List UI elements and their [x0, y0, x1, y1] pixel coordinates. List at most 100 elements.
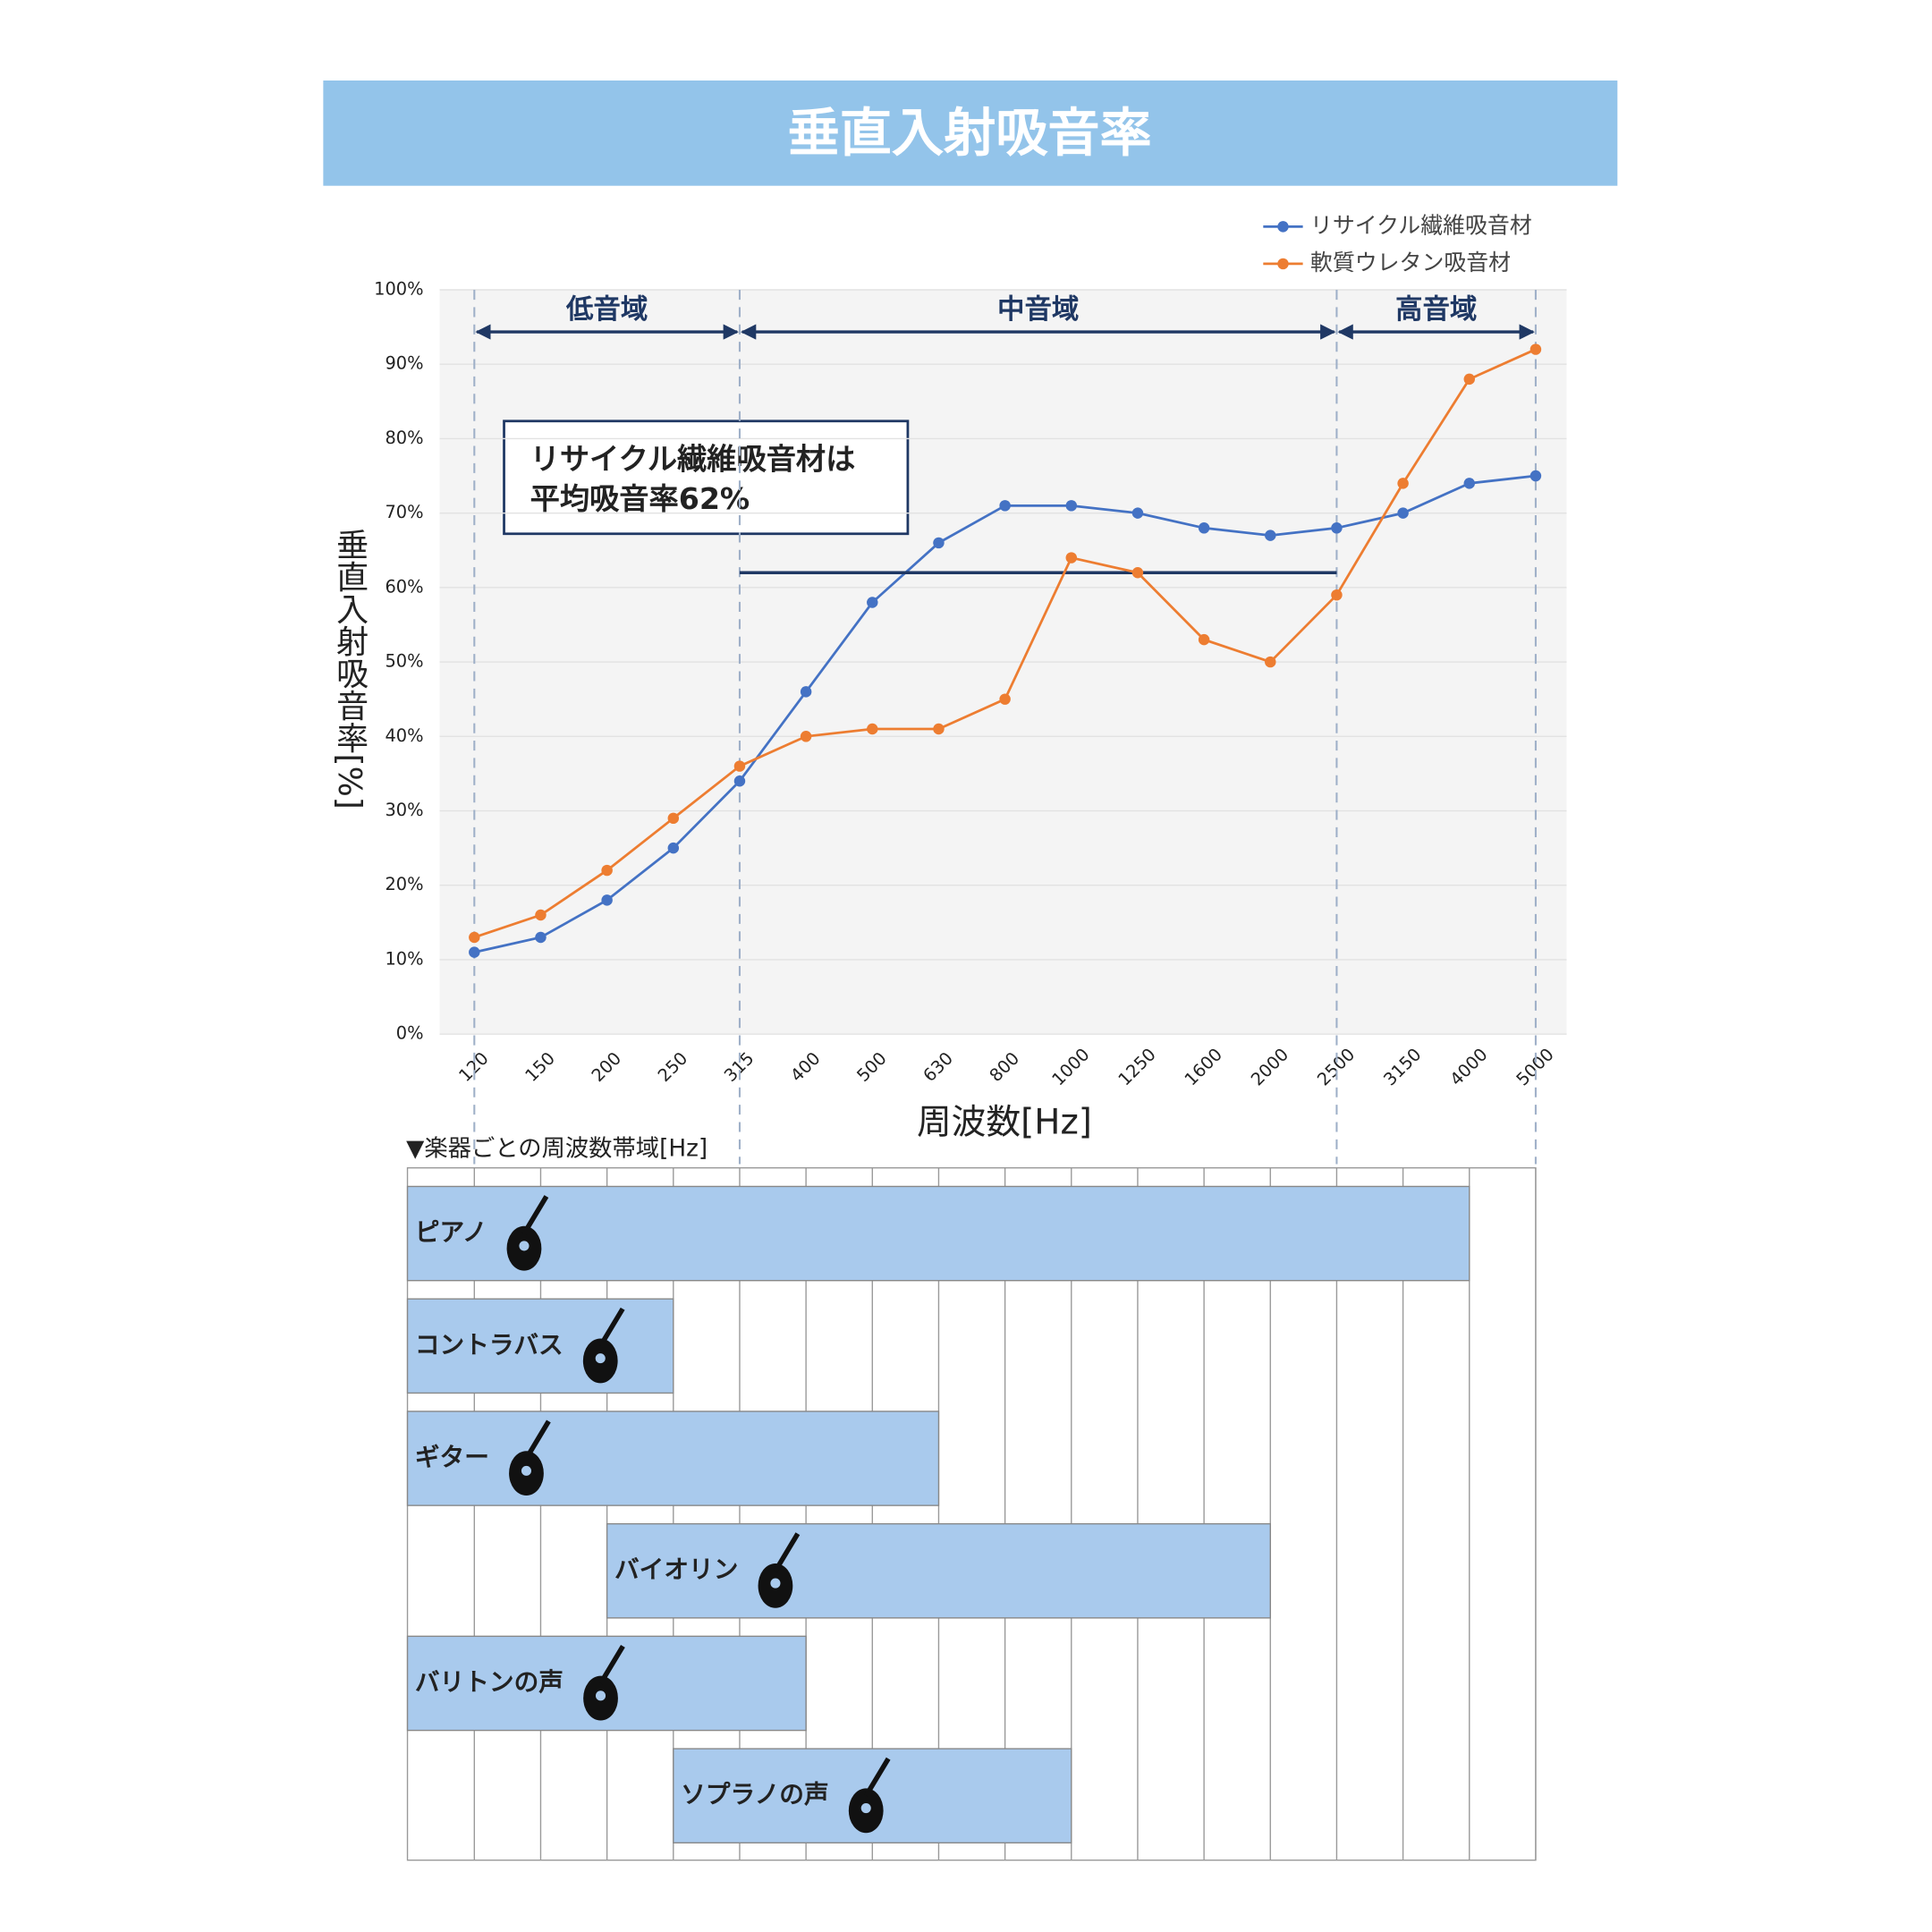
data-point: [1397, 507, 1409, 519]
x-tick-label: 4000: [1445, 1044, 1491, 1089]
region-label: 中音域: [997, 294, 1079, 326]
y-tick-label: 20%: [385, 874, 423, 894]
data-point: [1331, 522, 1343, 534]
instrument-icon: [848, 1757, 891, 1834]
data-point: [999, 693, 1011, 705]
icon-neck: [524, 1419, 551, 1460]
instrument-label: コントラバス: [415, 1330, 564, 1360]
x-tick-label: 800: [986, 1048, 1023, 1086]
data-point: [867, 597, 878, 608]
data-point: [933, 723, 945, 735]
instrument-icon: [583, 1645, 625, 1721]
icon-neck: [863, 1757, 891, 1798]
title-banner: [323, 80, 1618, 186]
y-tick-label: 10%: [385, 948, 423, 969]
x-axis-label: 周波数[Hz]: [917, 1103, 1092, 1143]
data-point: [469, 931, 480, 944]
chart-title: 垂直入射吸音率: [788, 102, 1152, 163]
data-point: [1397, 478, 1409, 489]
icon-hole: [770, 1578, 781, 1589]
instrument-label: バイオリン: [614, 1555, 738, 1584]
table-title: ▼楽器ごとの周波数帯域[Hz]: [406, 1135, 708, 1162]
instrument-icon: [758, 1532, 801, 1608]
instrument-label: バリトンの声: [415, 1667, 564, 1697]
y-tick-label: 30%: [385, 800, 423, 820]
data-point: [1198, 633, 1210, 646]
data-point: [535, 909, 547, 921]
data-point: [933, 537, 945, 549]
data-point: [800, 731, 812, 742]
y-tick-label: 50%: [385, 651, 423, 672]
icon-hole: [521, 1465, 532, 1476]
y-tick-label: 70%: [385, 502, 423, 522]
icon-neck: [521, 1195, 549, 1235]
y-tick-label: 60%: [385, 576, 423, 597]
data-point: [1131, 507, 1144, 519]
x-tick-label: 150: [521, 1048, 559, 1086]
icon-hole: [595, 1353, 606, 1364]
data-point: [800, 686, 812, 698]
range-bar: [606, 1522, 1271, 1619]
data-point: [867, 723, 878, 735]
data-point: [1131, 566, 1144, 579]
y-tick-label: 40%: [385, 725, 423, 746]
x-tick-label: 630: [919, 1048, 957, 1086]
y-tick-label: 80%: [385, 428, 423, 448]
x-tick-label: 250: [654, 1048, 691, 1086]
instrument-label: ソプラノの声: [681, 1780, 829, 1809]
data-point: [1530, 470, 1542, 482]
region-label: 低音域: [565, 294, 648, 326]
data-point: [1530, 343, 1542, 355]
range-table: [406, 1167, 1537, 1861]
data-point: [535, 931, 547, 944]
data-point: [667, 842, 680, 854]
annotation-text: リサイクル繊維吸音材は: [530, 442, 856, 477]
data-point: [1463, 373, 1475, 386]
data-point: [1463, 478, 1475, 489]
x-tick-label: 2500: [1313, 1044, 1359, 1089]
range-bar: [406, 1185, 1470, 1282]
icon-neck: [773, 1532, 801, 1572]
x-tick-label: 3150: [1379, 1044, 1425, 1089]
icon-neck: [598, 1645, 625, 1685]
legend-label: リサイクル繊維吸音材: [1310, 212, 1532, 238]
data-point: [1331, 589, 1343, 601]
icon-hole: [519, 1241, 530, 1251]
x-tick-label: 1600: [1181, 1044, 1226, 1089]
data-point: [1265, 530, 1276, 541]
instrument-label: ギター: [415, 1443, 489, 1472]
data-point: [1198, 522, 1210, 534]
legend-swatch: [1277, 258, 1289, 270]
icon-hole: [595, 1690, 606, 1701]
data-point: [733, 775, 746, 787]
x-tick-label: 200: [588, 1048, 625, 1086]
region-label: 高音域: [1395, 294, 1477, 326]
data-point: [601, 894, 613, 906]
x-tick-label: 2000: [1247, 1044, 1292, 1089]
data-point: [1065, 552, 1078, 564]
annotation-text: 平均吸音率62%: [530, 481, 750, 516]
icon-hole: [860, 1803, 871, 1814]
data-point: [601, 864, 613, 877]
range-bar: [406, 1298, 674, 1394]
y-tick-label: 100%: [374, 279, 423, 300]
data-point: [1065, 500, 1078, 512]
data-point: [733, 760, 746, 772]
x-tick-label: 500: [852, 1048, 890, 1086]
legend-label: 軟質ウレタン吸音材: [1310, 250, 1511, 275]
data-point: [469, 946, 480, 958]
range-bar: [406, 1411, 940, 1506]
data-point: [667, 812, 680, 825]
data-point: [999, 500, 1011, 512]
instrument-icon: [506, 1195, 549, 1271]
x-tick-label: 400: [786, 1048, 824, 1086]
y-tick-label: 0%: [396, 1023, 424, 1044]
icon-neck: [597, 1307, 625, 1348]
legend-swatch: [1277, 221, 1289, 233]
x-tick-label: 1000: [1048, 1044, 1094, 1089]
annotation-box: [503, 419, 910, 536]
instrument-label: ピアノ: [415, 1217, 487, 1247]
x-tick-label: 5000: [1513, 1044, 1558, 1089]
y-tick-label: 90%: [385, 353, 423, 374]
